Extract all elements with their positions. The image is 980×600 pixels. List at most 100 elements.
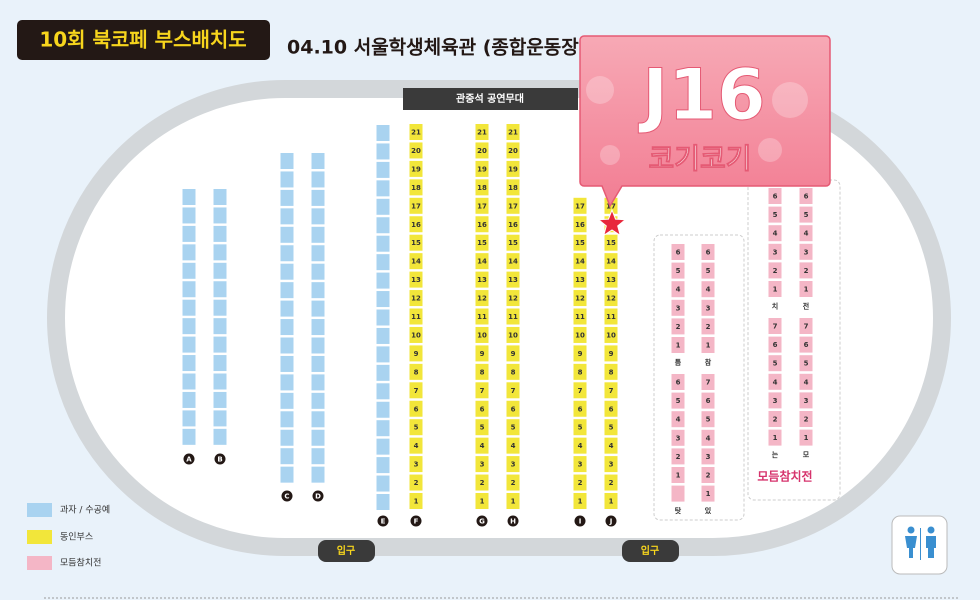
booth-number: 5 xyxy=(676,267,681,275)
booth-number: 5 xyxy=(480,424,485,432)
entrance-box xyxy=(622,540,679,562)
booth-number: 20 xyxy=(508,147,518,155)
booth xyxy=(799,243,813,260)
booth-number: 4 xyxy=(676,286,681,294)
booth xyxy=(311,153,325,169)
booth-number: 7 xyxy=(414,387,419,395)
booth xyxy=(573,290,587,307)
booth xyxy=(475,363,489,380)
popup-bubble xyxy=(579,35,831,208)
booth-number: 2 xyxy=(804,267,809,275)
booth-number: 9 xyxy=(480,350,485,358)
booth-number: 2 xyxy=(414,479,419,487)
booth xyxy=(213,391,227,408)
booth-number: 3 xyxy=(414,461,419,469)
booth xyxy=(768,318,782,334)
booth xyxy=(182,318,196,335)
legend-label: 과자 / 수공예 xyxy=(60,505,110,516)
booth-number: 6 xyxy=(706,397,711,405)
booth xyxy=(311,355,325,372)
booth-number: 2 xyxy=(773,267,778,275)
booth xyxy=(768,262,782,279)
booth xyxy=(376,180,390,197)
booth xyxy=(573,326,587,343)
booth xyxy=(280,466,294,483)
booth xyxy=(475,253,489,270)
booth xyxy=(671,467,685,483)
booth-number: 11 xyxy=(508,313,518,321)
column-label: I xyxy=(579,518,582,526)
booth xyxy=(768,281,782,297)
booth xyxy=(182,281,196,298)
column-label: D xyxy=(315,493,321,501)
section-label: 틈 xyxy=(675,358,682,367)
booth xyxy=(506,253,520,270)
booth xyxy=(573,437,587,454)
booth-number: 8 xyxy=(480,368,485,376)
booth xyxy=(475,382,489,399)
booth xyxy=(799,336,813,353)
booth xyxy=(182,189,196,205)
booth-number: 3 xyxy=(676,434,681,442)
stage-label: 관중석 공연무대 xyxy=(456,92,524,105)
booth-number: 7 xyxy=(773,323,778,331)
booth-number: 14 xyxy=(411,258,421,266)
booth xyxy=(311,245,325,262)
booth xyxy=(311,263,325,280)
booth xyxy=(768,206,782,223)
booth-number: 9 xyxy=(609,350,614,358)
booth xyxy=(213,225,227,242)
booth xyxy=(376,272,390,289)
booth xyxy=(506,142,520,159)
booth-number: 4 xyxy=(804,378,809,386)
booth xyxy=(409,142,423,159)
booth-number: 17 xyxy=(575,202,585,210)
booth-number: 1 xyxy=(480,498,485,506)
booth xyxy=(376,235,390,252)
booth-number: 19 xyxy=(411,165,421,173)
booth xyxy=(475,197,489,214)
booth xyxy=(799,392,813,409)
booth-number: 2 xyxy=(676,323,681,331)
booth-number: 12 xyxy=(606,295,616,303)
booth xyxy=(213,207,227,224)
booth xyxy=(573,382,587,399)
booth-number: 12 xyxy=(575,295,585,303)
booth-number: 17 xyxy=(508,202,518,210)
booth xyxy=(799,373,813,390)
column-label: J xyxy=(609,518,613,526)
booth xyxy=(768,411,782,427)
booth xyxy=(701,374,715,390)
booth xyxy=(604,419,618,436)
booth-number: 11 xyxy=(411,313,421,321)
booth-number: 4 xyxy=(676,416,681,424)
booth xyxy=(182,244,196,261)
booth xyxy=(376,494,390,510)
booth xyxy=(506,271,520,288)
popup-booth: J16 xyxy=(638,54,765,136)
booth xyxy=(182,225,196,242)
booth-number: 6 xyxy=(804,193,809,201)
booth-number: 3 xyxy=(773,397,778,405)
booth xyxy=(573,474,587,491)
booth xyxy=(506,382,520,399)
booth xyxy=(506,179,520,196)
booth xyxy=(311,171,325,188)
booth xyxy=(573,271,587,288)
booth-number: 21 xyxy=(411,129,421,137)
booth xyxy=(573,400,587,417)
section-label: 는 xyxy=(772,451,779,459)
booth xyxy=(671,299,685,316)
booth xyxy=(280,319,294,336)
booth xyxy=(506,493,520,509)
booth-number: 3 xyxy=(706,453,711,461)
booth-number: 5 xyxy=(609,424,614,432)
booth xyxy=(280,245,294,262)
booth-number: 5 xyxy=(773,211,778,219)
booth xyxy=(701,485,715,502)
booth xyxy=(409,437,423,454)
booth-number: 6 xyxy=(578,405,583,413)
booth-number: 6 xyxy=(676,379,681,387)
booth-number: 1 xyxy=(414,498,419,506)
booth xyxy=(182,410,196,427)
